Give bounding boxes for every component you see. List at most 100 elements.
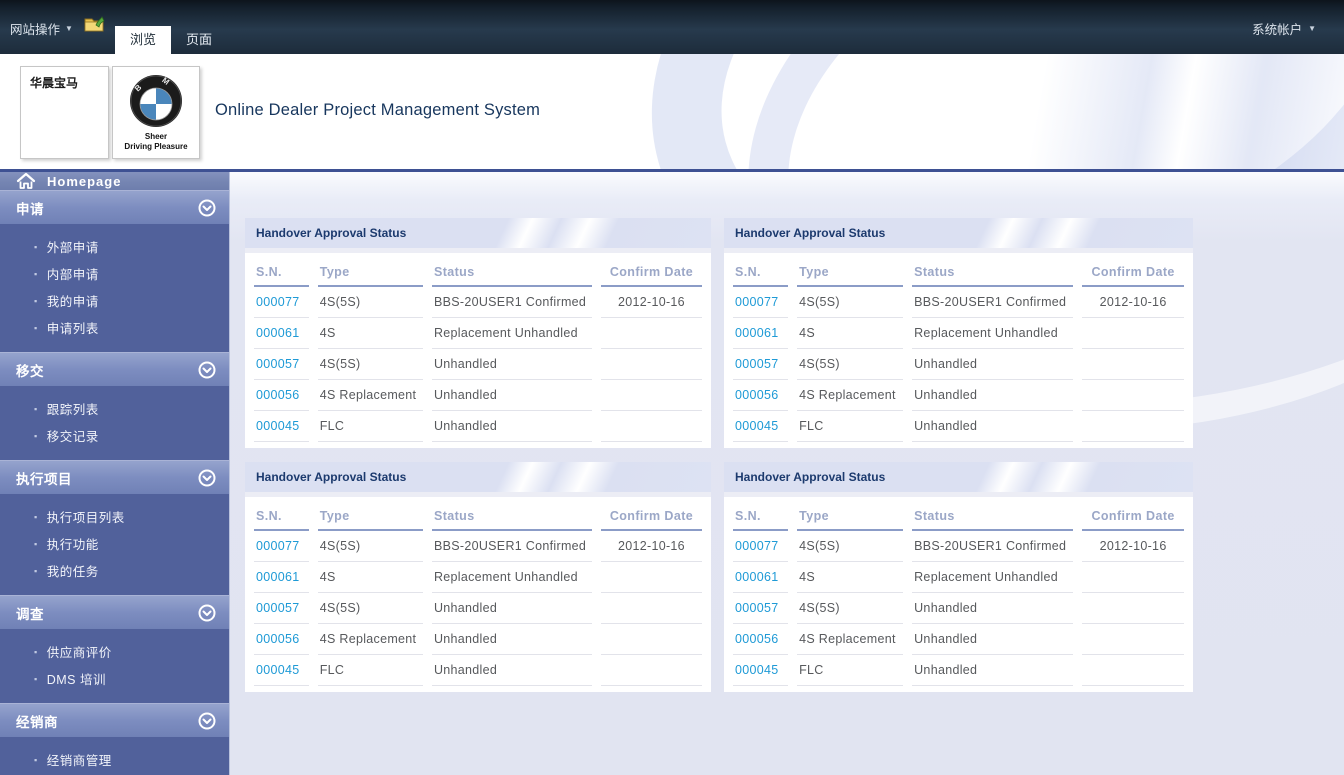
sn-link[interactable]: 000045 (256, 419, 300, 433)
sn-link[interactable]: 000057 (256, 357, 300, 371)
header-divider (0, 169, 1344, 172)
table-row: 000045 FLC Unhandled (733, 655, 1184, 686)
table-row: 000057 4S(5S) Unhandled (733, 349, 1184, 380)
sn-link[interactable]: 000056 (735, 632, 779, 646)
sidebar-item[interactable]: ▪ DMS 培训 (0, 665, 229, 692)
sidebar-section-header[interactable]: 调查 (0, 595, 229, 629)
type-cell: FLC (317, 655, 423, 686)
bullet-icon: ▪ (34, 295, 38, 306)
sidebar-item[interactable]: ▪ 我的任务 (0, 557, 229, 584)
tab-page[interactable]: 页面 (186, 32, 213, 47)
bullet-icon: ▪ (34, 511, 38, 522)
sn-link[interactable]: 000057 (256, 601, 300, 615)
sidebar-section-label: 申请 (16, 201, 44, 217)
confirm-date-cell (1082, 624, 1184, 655)
sn-link[interactable]: 000061 (256, 326, 300, 340)
sidebar-section-header[interactable]: 移交 (0, 352, 229, 386)
sidebar-item-label: 跟踪列表 (46, 403, 99, 417)
chevron-down-circle-icon[interactable] (198, 604, 216, 622)
webpart-title-separator (245, 492, 711, 497)
sidebar-section-panel: ▪ 跟踪列表 ▪ 移交记录 (0, 386, 229, 460)
sn-link[interactable]: 000056 (256, 388, 300, 402)
column-header-type: Type (797, 497, 904, 531)
sn-link[interactable]: 000056 (735, 388, 779, 402)
handover-approval-table: S.N. Type Status Confirm Date 000077 (245, 253, 711, 442)
type-cell: 4S(5S) (797, 593, 904, 624)
bullet-icon: ▪ (34, 322, 38, 333)
sidebar-section-header[interactable]: 经销商 (0, 703, 229, 737)
confirm-date-cell (1082, 411, 1184, 442)
status-cell: Unhandled (912, 411, 1074, 442)
table-row: 000077 4S(5S) BBS-20USER1 Confirmed 2012… (254, 531, 702, 562)
sn-link[interactable]: 000077 (256, 295, 300, 309)
webpart-title-separator (245, 248, 711, 253)
sidebar-item[interactable]: ▪ 执行功能 (0, 530, 229, 557)
sidebar-item[interactable]: ▪ 经销商管理 (0, 746, 229, 773)
column-header-confirm-date: Confirm Date (1082, 253, 1184, 287)
sidebar-section-header[interactable]: 执行项目 (0, 460, 229, 494)
type-cell: FLC (317, 411, 423, 442)
table-row: 000056 4S Replacement Unhandled (733, 624, 1184, 655)
confirm-date-cell: 2012-10-16 (1082, 531, 1184, 562)
type-cell: 4S Replacement (797, 624, 904, 655)
chevron-down-circle-icon[interactable] (198, 361, 216, 379)
tab-browse[interactable]: 浏览 (115, 26, 172, 54)
confirm-date-cell (1082, 380, 1184, 411)
sidebar-item[interactable]: ▪ 供应商评价 (0, 638, 229, 665)
sidebar-section: 申请 ▪ (0, 190, 229, 352)
account-label: 系统帐户 (1252, 23, 1303, 37)
sn-link[interactable]: 000061 (735, 326, 779, 340)
navigate-up-folder-icon[interactable] (84, 15, 106, 38)
column-header-status: Status (912, 497, 1074, 531)
handover-approval-table: S.N. Type Status Confirm Date 000077 (724, 497, 1193, 686)
sn-link[interactable]: 000045 (256, 663, 300, 677)
column-header-sn: S.N. (733, 253, 789, 287)
type-cell: 4S(5S) (317, 531, 423, 562)
table-row: 000056 4S Replacement Unhandled (254, 380, 702, 411)
sn-link[interactable]: 000061 (256, 570, 300, 584)
sn-link[interactable]: 000061 (735, 570, 779, 584)
sn-link[interactable]: 000077 (256, 539, 300, 553)
sidebar-item-homepage[interactable]: Homepage (0, 172, 229, 190)
home-icon (16, 172, 36, 189)
sidebar-section: 执行项目 ▪ (0, 460, 229, 595)
type-cell: 4S (797, 318, 904, 349)
sidebar-item-label: 外部申请 (46, 241, 99, 255)
sn-link[interactable]: 000056 (256, 632, 300, 646)
sidebar-item[interactable]: ▪ 内部申请 (0, 260, 229, 287)
chevron-down-circle-icon[interactable] (198, 712, 216, 730)
sidebar-item[interactable]: ▪ 移交记录 (0, 422, 229, 449)
status-cell: Unhandled (431, 411, 592, 442)
sidebar-item[interactable]: ▪ 跟踪列表 (0, 395, 229, 422)
sn-link[interactable]: 000057 (735, 357, 779, 371)
sn-link[interactable]: 000057 (735, 601, 779, 615)
sn-link[interactable]: 000045 (735, 419, 779, 433)
table-row: 000057 4S(5S) Unhandled (254, 349, 702, 380)
table-row: 000061 4S Replacement Unhandled (733, 562, 1184, 593)
confirm-date-cell (600, 349, 702, 380)
homepage-label: Homepage (47, 173, 122, 189)
bullet-icon: ▪ (34, 430, 38, 441)
site-actions-menu[interactable]: 网站操作 ▼ (10, 19, 73, 38)
bullet-icon: ▪ (34, 241, 38, 252)
type-cell: 4S (317, 562, 423, 593)
sn-link[interactable]: 000077 (735, 295, 779, 309)
sn-link[interactable]: 000045 (735, 663, 779, 677)
sidebar-item-label: 移交记录 (46, 430, 99, 444)
brilliance-bmw-logo: 华晨宝马 (20, 66, 109, 159)
column-header-confirm-date: Confirm Date (1082, 497, 1184, 531)
sidebar-section-header[interactable]: 申请 (0, 190, 229, 224)
chevron-down-circle-icon[interactable] (198, 199, 216, 217)
sidebar-item[interactable]: ▪ 我的申请 (0, 287, 229, 314)
chevron-down-circle-icon[interactable] (198, 469, 216, 487)
column-header-sn: S.N. (254, 497, 309, 531)
handover-approval-webpart: Handover Approval Status S.N. Type Statu… (245, 218, 711, 448)
sidebar-item[interactable]: ▪ 外部申请 (0, 233, 229, 260)
sidebar-item[interactable]: ▪ 申请列表 (0, 314, 229, 341)
sn-link[interactable]: 000077 (735, 539, 779, 553)
column-header-confirm-date: Confirm Date (600, 497, 702, 531)
account-menu[interactable]: 系统帐户 ▼ (1252, 19, 1316, 38)
sidebar-item[interactable]: ▪ 执行项目列表 (0, 503, 229, 530)
status-cell: Unhandled (431, 624, 592, 655)
confirm-date-cell (600, 562, 702, 593)
